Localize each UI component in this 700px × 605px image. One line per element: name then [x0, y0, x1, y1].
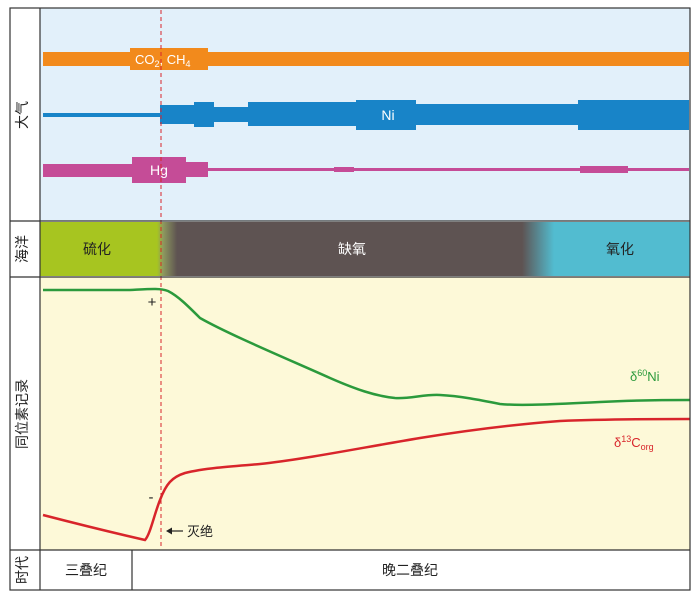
row-label-ocean: 海洋 — [14, 235, 30, 263]
hg-bar-bump-a — [334, 167, 354, 172]
era-triassic-label: 三叠纪 — [65, 562, 107, 578]
ocean-sulfidic-zone — [40, 222, 157, 276]
c-isotope-curve — [42, 417, 691, 542]
era-panel — [40, 550, 690, 590]
co2-bar-thin-right — [208, 57, 689, 61]
hg-bar-segment-1 — [186, 162, 208, 177]
outer-frame — [9, 7, 691, 591]
isotope-panel — [40, 277, 690, 550]
plus-sign: + — [148, 294, 157, 311]
ni-label-box — [356, 100, 416, 130]
row-label-era: 时代 — [14, 556, 30, 584]
ni-label: Ni — [381, 107, 394, 123]
ni-bar-segment-3 — [214, 107, 250, 122]
hg-bar-thin-line — [208, 168, 689, 171]
ni-bar-segment-6 — [578, 100, 689, 130]
ocean-sulfidic-label: 硫化 — [83, 241, 111, 257]
era-late-permian-label: 晚二叠纪 — [382, 562, 438, 578]
co2-label: CO2, CH4 — [135, 52, 191, 69]
ocean-transition-1 — [157, 222, 177, 276]
hg-label: Hg — [150, 162, 168, 178]
ni-bar-segment-5 — [416, 104, 578, 125]
hg-label-box — [132, 157, 186, 183]
ocean-anoxic-zone — [177, 222, 522, 276]
extinction-label: 灭绝 — [187, 524, 213, 539]
ni-isotope-curve — [43, 287, 691, 407]
ni-isotope-label: δ60Ni — [630, 368, 660, 384]
c-isotope-label: δ13Corg — [614, 434, 654, 452]
ni-bar-segment-2 — [194, 102, 214, 127]
hg-bar-bump-b — [580, 166, 628, 173]
ocean-anoxic-label: 缺氧 — [338, 241, 366, 257]
arrow-left-icon — [166, 527, 172, 535]
ocean-oxic-zone — [554, 222, 690, 276]
ni-bar-thin-left — [43, 113, 160, 117]
ocean-oxic-label: 氧化 — [606, 241, 634, 257]
ocean-transition-2 — [522, 222, 554, 276]
extinction-arrow — [166, 527, 183, 535]
co2-ch4-band — [43, 48, 689, 70]
minus-sign: - — [149, 489, 154, 506]
row-label-isotope: 同位素记录 — [14, 379, 30, 449]
co2-label-box — [130, 48, 208, 70]
ni-band — [43, 100, 689, 130]
ni-bar-segment-1 — [160, 105, 196, 124]
row-label-atmosphere: 大气 — [14, 101, 30, 129]
ni-bar-segment-4 — [248, 102, 356, 126]
